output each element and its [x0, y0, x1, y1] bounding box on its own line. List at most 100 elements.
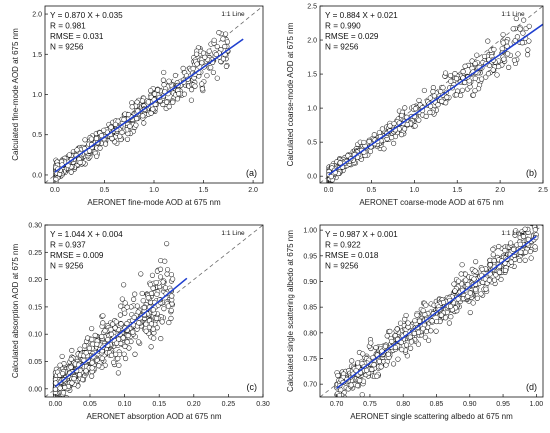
data-point	[118, 321, 124, 327]
data-point	[481, 53, 488, 60]
data-point	[508, 259, 514, 265]
stats-line: Y = 0.870 X + 0.035	[50, 11, 123, 20]
data-point	[485, 71, 492, 77]
x-tick-label: 0.10	[118, 401, 132, 408]
data-point	[448, 314, 454, 320]
data-point	[387, 123, 393, 129]
data-point	[490, 246, 496, 252]
data-point	[154, 291, 160, 297]
data-point	[99, 355, 105, 361]
data-point	[426, 337, 432, 343]
data-point	[429, 318, 435, 324]
data-point	[96, 363, 102, 369]
data-point	[448, 303, 454, 309]
data-point	[89, 336, 95, 343]
data-point	[420, 308, 426, 314]
data-point	[397, 320, 404, 326]
data-point	[448, 78, 454, 84]
x-tick-label: 0.90	[463, 401, 477, 408]
data-point	[515, 51, 521, 57]
data-point	[97, 145, 103, 151]
data-point	[513, 15, 519, 22]
data-point	[120, 335, 126, 341]
data-point	[521, 17, 527, 23]
data-point	[522, 257, 528, 263]
data-point	[412, 106, 419, 112]
data-point	[115, 355, 121, 362]
data-point	[214, 75, 220, 81]
data-point	[130, 329, 136, 335]
x-tick-label: 2.0	[248, 187, 258, 194]
data-point	[119, 129, 125, 135]
data-point	[458, 271, 464, 277]
data-point	[176, 91, 182, 97]
y-tick-label: 1.0	[307, 106, 317, 113]
x-tick-label: 0.80	[396, 401, 410, 408]
data-point	[470, 92, 476, 98]
data-point	[62, 384, 68, 391]
data-point	[423, 113, 429, 119]
stats-line: RMSE = 0.029	[325, 32, 379, 41]
data-point	[152, 91, 158, 97]
data-point	[328, 174, 334, 180]
data-point	[165, 303, 171, 309]
data-point	[435, 102, 441, 108]
data-point	[192, 83, 198, 89]
data-point	[335, 372, 341, 379]
data-point	[147, 282, 154, 288]
data-point	[379, 126, 385, 132]
data-point	[483, 74, 489, 80]
data-point	[451, 281, 457, 287]
data-point	[508, 240, 514, 246]
data-point	[522, 226, 528, 232]
x-tick-label: 0.0	[324, 187, 334, 194]
stats-line: Y = 0.987 X + 0.001	[325, 230, 398, 239]
data-point	[525, 47, 531, 53]
x-tick-label: 1.5	[199, 187, 209, 194]
data-point	[134, 303, 140, 309]
data-point	[446, 320, 452, 326]
data-point	[60, 390, 67, 396]
one-to-one-label: 1:1 Line	[221, 11, 245, 18]
data-point	[442, 70, 449, 76]
scatter-panel-1: 0.0 0.5 1.0 1.5 2.0 0.0 0.5 1.0 1.5 2.0 AERONET fi…	[11, 5, 264, 207]
data-point	[399, 112, 405, 119]
data-point	[124, 321, 130, 327]
data-point	[68, 356, 74, 362]
data-point	[204, 73, 210, 79]
data-point	[60, 370, 66, 376]
data-point	[121, 351, 127, 357]
data-point	[89, 373, 95, 379]
data-point	[517, 257, 523, 264]
data-point	[465, 282, 471, 288]
y-tick-label: 0.10	[28, 332, 42, 339]
data-point	[505, 51, 511, 57]
data-point	[532, 227, 538, 233]
data-point	[501, 56, 507, 62]
x-axis-label: AERONET coarse-mode AOD at 675 nm	[359, 198, 504, 207]
data-point	[485, 38, 491, 44]
data-point	[408, 339, 414, 345]
data-point	[164, 99, 170, 105]
data-point	[89, 325, 95, 332]
y-tick-label: 0.90	[303, 279, 317, 286]
stats-line: N = 9256	[50, 43, 84, 52]
data-point	[381, 146, 387, 152]
data-point	[389, 338, 395, 344]
data-point	[452, 71, 458, 77]
data-point	[478, 291, 484, 297]
data-point	[364, 367, 370, 373]
stats-line: R = 0.937	[50, 241, 86, 250]
scatter-panel-3: 0.00 0.05 0.10 0.15 0.20 0.25 0.30 0.00 0.05 0.10…	[11, 223, 270, 422]
data-point	[421, 87, 427, 94]
x-tick-label: 0.0	[50, 187, 60, 194]
data-point	[88, 136, 94, 142]
data-point	[472, 88, 478, 94]
y-tick-label: 1.5	[307, 72, 317, 79]
data-point	[129, 104, 135, 110]
y-axis-label: Calculated coarse-mode AOD at 675 nm	[286, 22, 295, 166]
data-point	[131, 296, 137, 302]
data-point	[472, 61, 478, 67]
data-point	[504, 43, 510, 49]
